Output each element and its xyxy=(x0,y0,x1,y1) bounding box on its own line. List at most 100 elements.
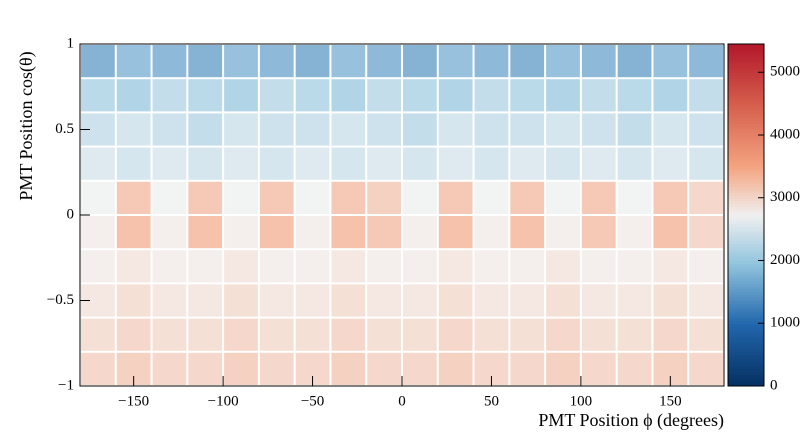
colorbar-segment xyxy=(728,106,764,111)
heatmap-cell xyxy=(474,45,509,78)
heatmap-cell xyxy=(116,181,151,214)
heatmap-cell xyxy=(581,45,616,78)
colorbar-segment xyxy=(728,175,764,179)
heatmap-cell xyxy=(224,45,258,78)
colorbar-tick-label: 0 xyxy=(770,377,778,393)
heatmap-cell xyxy=(188,250,223,283)
heatmap-cell xyxy=(653,216,688,249)
colorbar-segment xyxy=(728,297,764,301)
heatmap-cell xyxy=(653,318,688,351)
heatmap-cell xyxy=(546,318,580,351)
heatmap-cell xyxy=(438,216,473,249)
heatmap-cell xyxy=(510,113,545,146)
colorbar-segment xyxy=(728,309,764,313)
colorbar-segment xyxy=(728,75,764,79)
heatmap-cell xyxy=(81,318,115,351)
heatmap-cell xyxy=(581,284,616,317)
heatmap-cell xyxy=(295,216,330,249)
colorbar-segment xyxy=(728,189,764,193)
heatmap-cell xyxy=(546,181,580,214)
heatmap-cell xyxy=(295,113,330,146)
heatmap-cell xyxy=(367,216,401,249)
heatmap-cell xyxy=(81,147,115,180)
colorbar-segment xyxy=(728,257,764,262)
colorbar-segment xyxy=(728,140,764,145)
heatmap-cell xyxy=(474,79,509,112)
heatmap-cell xyxy=(188,45,223,78)
heatmap-cell xyxy=(689,318,723,351)
heatmap-cell xyxy=(116,45,151,78)
colorbar-segment xyxy=(728,380,764,384)
heatmap-cell xyxy=(653,181,688,214)
colorbar-segment xyxy=(728,317,764,321)
heatmap-cell xyxy=(510,216,545,249)
colorbar-segment xyxy=(728,371,764,376)
heatmap-cell xyxy=(259,113,294,146)
heatmap-cell xyxy=(152,284,187,317)
colorbar-segment xyxy=(728,351,764,356)
heatmap-cell xyxy=(581,250,616,283)
colorbar-segment xyxy=(728,266,764,270)
heatmap-cell xyxy=(438,352,473,385)
heatmap-cell xyxy=(510,79,545,112)
heatmap-cell xyxy=(295,318,330,351)
colorbar-segment xyxy=(728,169,764,173)
heatmap-cell xyxy=(295,250,330,283)
colorbar-segment xyxy=(728,334,764,339)
colorbar-segment xyxy=(728,166,764,170)
heatmap-cell xyxy=(617,45,652,78)
heatmap-cell xyxy=(474,284,509,317)
heatmap-cell xyxy=(510,250,545,283)
heatmap-cell xyxy=(403,181,437,214)
heatmap-cell xyxy=(581,216,616,249)
y-tick-label: 0 xyxy=(67,206,75,222)
colorbar-segment xyxy=(728,49,764,54)
colorbar-segment xyxy=(728,220,764,225)
heatmap-cell xyxy=(367,79,401,112)
colorbar-segment xyxy=(728,129,764,133)
heatmap-cell xyxy=(689,352,723,385)
colorbar-segment xyxy=(728,337,764,341)
heatmap-cell xyxy=(510,45,545,78)
colorbar-segment xyxy=(728,89,764,93)
heatmap-cell xyxy=(259,181,294,214)
colorbar-segment xyxy=(728,237,764,242)
heatmap-cell xyxy=(689,79,723,112)
x-tick-label: 150 xyxy=(659,393,682,409)
heatmap-cell xyxy=(152,79,187,112)
heatmap-cell xyxy=(295,45,330,78)
heatmap-cell xyxy=(116,250,151,283)
colorbar-segment xyxy=(728,66,764,71)
heatmap-cell xyxy=(510,318,545,351)
heatmap-cell xyxy=(403,113,437,146)
colorbar-segment xyxy=(728,52,764,56)
colorbar-segment xyxy=(728,209,764,213)
heatmap-cell xyxy=(152,318,187,351)
heatmap-cell xyxy=(188,181,223,214)
colorbar-segment xyxy=(728,374,764,378)
heatmap-cell xyxy=(331,284,366,317)
heatmap-cell xyxy=(295,181,330,214)
colorbar-segment xyxy=(728,58,764,62)
heatmap-cell xyxy=(546,45,580,78)
colorbar-segment xyxy=(728,260,764,264)
colorbar-segment xyxy=(728,212,764,216)
colorbar-segment xyxy=(728,78,764,82)
colorbar-segment xyxy=(728,44,764,48)
x-axis-title: PMT Position ϕ (degrees) xyxy=(538,410,724,431)
heatmap-cell xyxy=(152,216,187,249)
colorbar-segment xyxy=(728,377,764,381)
heatmap-cell xyxy=(474,113,509,146)
colorbar-segment xyxy=(728,249,764,253)
colorbar-segment xyxy=(728,118,764,122)
heatmap-cell xyxy=(116,79,151,112)
heatmap-cell xyxy=(81,45,115,78)
colorbar-segment xyxy=(728,269,764,273)
heatmap-cell xyxy=(152,352,187,385)
colorbar-segment xyxy=(728,331,764,336)
colorbar-segment xyxy=(728,95,764,99)
heatmap-cell xyxy=(403,147,437,180)
heatmap-cell xyxy=(546,147,580,180)
colorbar-segment xyxy=(728,109,764,113)
colorbar-segment xyxy=(728,46,764,51)
